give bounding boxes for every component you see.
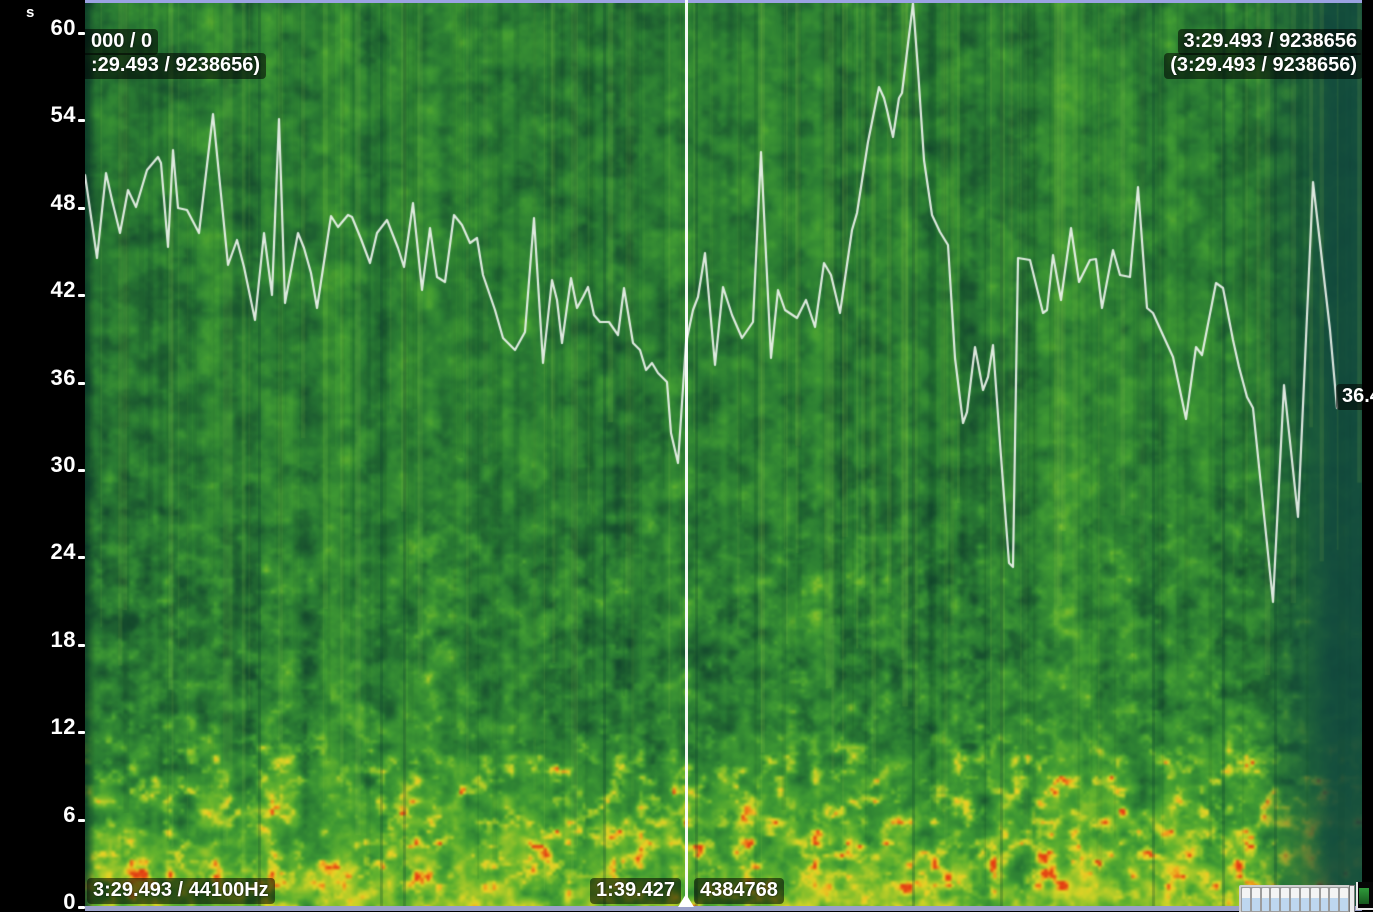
y-axis-tick-label: 0 (63, 889, 76, 912)
scrubber-cell-fill (1330, 897, 1339, 911)
scrubber-cell[interactable] (1330, 888, 1339, 911)
view-minimap (1356, 882, 1373, 910)
counter-top-right-line1: 3:29.493 / 9238656 (1177, 29, 1363, 55)
scrubber-cell[interactable] (1271, 888, 1280, 911)
scrubber-cell-fill (1320, 897, 1329, 911)
y-axis-tick-mark (78, 731, 85, 735)
timeline-scrubber[interactable] (1239, 885, 1351, 912)
cursor-sample-label: 4384768 (694, 878, 784, 904)
y-axis-tick-label: 48 (50, 189, 76, 215)
scrubber-cell[interactable] (1251, 888, 1260, 911)
y-axis-tick-label: 6 (63, 801, 76, 827)
scrubber-cell[interactable] (1242, 888, 1250, 911)
y-axis-tick-label: 54 (50, 102, 76, 128)
scrubber-cell[interactable] (1291, 888, 1299, 911)
minimap-viewport[interactable] (1359, 888, 1369, 904)
y-axis-tick-mark (78, 906, 85, 909)
scrubber-cell-fill (1300, 897, 1309, 911)
y-axis-tick-mark (78, 818, 85, 822)
scrubber-cell[interactable] (1340, 888, 1348, 911)
y-axis-tick-mark (78, 32, 85, 35)
scrubber-cell[interactable] (1310, 888, 1319, 911)
y-axis-tick-mark (78, 294, 85, 298)
y-axis-tick-label: 42 (50, 277, 76, 303)
scrubber-cell[interactable] (1261, 888, 1270, 911)
y-axis-tick-mark (78, 556, 85, 560)
y-axis-tick-mark (78, 206, 85, 210)
y-axis-tick-label: 60 (50, 15, 76, 40)
top-border-line (85, 0, 1362, 3)
scrubber-cell-fill (1291, 897, 1299, 911)
scrubber-cell-fill (1242, 897, 1250, 911)
spectrogram-canvas[interactable] (85, 0, 1362, 908)
y-axis-tick-mark (78, 469, 85, 472)
y-axis-tick-label: 12 (50, 714, 76, 740)
y-axis-tick-label: 36 (50, 364, 76, 390)
scrubber-cell-fill (1271, 897, 1280, 911)
bottom-border-line (85, 906, 1362, 911)
counter-top-left-line2: :29.493 / 9238656) (85, 53, 267, 79)
counter-top-left-line1: 000 / 0 (85, 29, 159, 55)
y-axis-tick-mark (78, 643, 85, 647)
y-axis-tick-mark (78, 381, 85, 385)
y-axis-tick-label: 18 (50, 626, 76, 652)
cursor-time-label: 1:39.427 (590, 878, 681, 904)
trace-value-label: 36.4 (1336, 384, 1373, 410)
scrubber-cell[interactable] (1320, 888, 1329, 911)
scrubber-cell-fill (1281, 897, 1290, 911)
timeline-scrubber-endcap (1349, 885, 1355, 912)
playhead-cursor[interactable] (685, 0, 688, 906)
counter-bottom-left: 3:29.493 / 44100Hz (87, 878, 275, 904)
counter-top-right-line2: (3:29.493 / 9238656) (1164, 53, 1363, 79)
y-axis-tick-label: 30 (50, 452, 76, 477)
scrubber-cell[interactable] (1300, 888, 1309, 911)
playhead-marker-icon[interactable] (678, 894, 694, 907)
scrubber-cell-fill (1261, 897, 1270, 911)
y-axis-unit-label: s (26, 4, 35, 21)
scrubber-cell[interactable] (1281, 888, 1290, 911)
scrubber-cell-fill (1251, 897, 1260, 911)
y-axis-tick-mark (78, 119, 85, 123)
scrubber-cell-fill (1340, 897, 1348, 911)
scrubber-cell-fill (1310, 897, 1319, 911)
y-axis-tick-label: 24 (50, 539, 76, 565)
